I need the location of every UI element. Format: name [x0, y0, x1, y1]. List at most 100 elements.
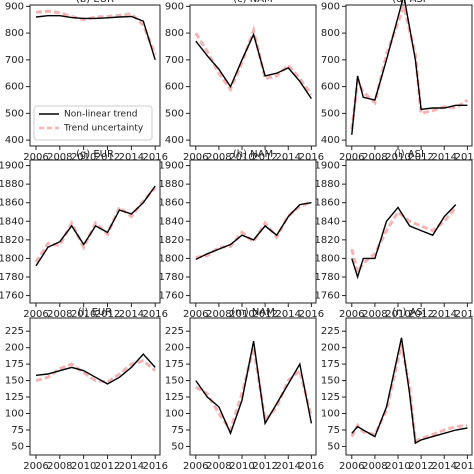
trend-line [351, 337, 468, 445]
x-tick-label: 2016 [299, 309, 324, 320]
x-tick-label: 2016 [455, 309, 474, 320]
x-tick-label: 2006 [339, 461, 364, 472]
x-tick-label: 2012 [252, 152, 277, 163]
panel-title: (c) NAM [233, 0, 272, 5]
y-tick-label: 500 [165, 108, 184, 119]
y-tick-label: 1900 [0, 161, 24, 172]
x-tick-label: 2014 [276, 461, 301, 472]
y-tick-label: 900 [5, 1, 24, 12]
legend-box [33, 105, 153, 141]
x-tick-label: 2010 [229, 461, 254, 472]
y-tick-label: 800 [165, 28, 184, 39]
x-tick-label: 2006 [183, 461, 208, 472]
x-tick-label: 2006 [23, 309, 48, 320]
y-tick-label: 125 [5, 392, 24, 403]
trend-line [195, 32, 312, 99]
legend-label: Non-linear trend [64, 110, 138, 120]
y-tick-label: 75 [171, 425, 184, 436]
y-tick-label: 125 [321, 392, 340, 403]
panel-title: (h) NAM [233, 149, 273, 160]
y-tick-label: 150 [321, 376, 340, 387]
y-tick-label: 100 [165, 409, 184, 420]
x-tick-label: 2006 [339, 309, 364, 320]
panel-title: (g) EUR [76, 149, 114, 160]
x-tick-label: 2016 [299, 152, 324, 163]
x-tick-label: 2010 [385, 461, 410, 472]
panel-title: (i) ASI [394, 149, 424, 160]
panel-title: (b) EUR [76, 0, 114, 5]
y-tick-label: 1760 [0, 291, 24, 302]
x-tick-label: 2006 [23, 461, 48, 472]
x-tick-label: 2010 [229, 152, 254, 163]
x-tick-label: 2006 [339, 152, 364, 163]
y-tick-label: 200 [165, 343, 184, 354]
legend-label: Trend uncertainty [63, 124, 144, 134]
plot-frame [29, 317, 161, 456]
x-tick-label: 2014 [276, 309, 301, 320]
trend-line [351, 0, 468, 135]
trend-line [350, 343, 468, 444]
x-tick-label: 2016 [143, 152, 168, 163]
trend-line [35, 353, 156, 385]
y-tick-label: 500 [321, 108, 340, 119]
y-tick-label: 400 [165, 135, 184, 146]
x-tick-label: 2014 [432, 309, 457, 320]
trend-line [194, 25, 313, 96]
y-tick-label: 50 [11, 441, 24, 452]
x-tick-label: 2012 [408, 309, 433, 320]
plot-frame [29, 4, 161, 147]
plot-frame [345, 159, 473, 304]
x-tick-label: 2014 [432, 152, 457, 163]
x-tick-label: 2012 [252, 309, 277, 320]
trend-line [35, 359, 157, 384]
y-tick-label: 1820 [159, 235, 184, 246]
x-tick-label: 2010 [71, 461, 96, 472]
y-tick-label: 200 [321, 343, 340, 354]
y-tick-label: 1880 [0, 179, 24, 190]
x-tick-label: 2014 [276, 152, 301, 163]
y-tick-label: 1780 [159, 272, 184, 283]
y-tick-label: 1800 [0, 253, 24, 264]
y-tick-label: 1820 [315, 235, 340, 246]
y-tick-label: 1800 [159, 253, 184, 264]
x-tick-label: 2008 [206, 461, 231, 472]
y-tick-label: 175 [165, 359, 184, 370]
y-tick-label: 400 [321, 135, 340, 146]
y-tick-label: 700 [5, 55, 24, 66]
y-tick-label: 225 [321, 326, 340, 337]
panel-title: (m) NAM [231, 307, 275, 318]
x-tick-label: 2012 [95, 309, 120, 320]
panel-title: (n) ASI [392, 307, 425, 318]
x-tick-label: 2016 [143, 309, 168, 320]
x-tick-label: 2010 [385, 152, 410, 163]
y-tick-label: 1900 [315, 161, 340, 172]
y-tick-label: 900 [165, 1, 184, 12]
y-tick-label: 1860 [159, 198, 184, 209]
y-tick-label: 1860 [0, 198, 24, 209]
y-tick-label: 1900 [159, 161, 184, 172]
x-tick-label: 2008 [47, 461, 72, 472]
trend-line [195, 340, 313, 436]
x-tick-label: 2012 [95, 152, 120, 163]
y-tick-label: 1840 [0, 216, 24, 227]
y-tick-label: 50 [327, 441, 340, 452]
y-tick-label: 125 [165, 392, 184, 403]
x-tick-label: 2012 [95, 461, 120, 472]
panel-title: (l) EUR [78, 307, 112, 318]
x-tick-label: 2008 [47, 309, 72, 320]
x-tick-label: 2006 [183, 309, 208, 320]
y-tick-label: 75 [327, 425, 340, 436]
x-tick-label: 2008 [206, 309, 231, 320]
y-tick-label: 1880 [315, 179, 340, 190]
x-tick-label: 2008 [362, 461, 387, 472]
y-tick-label: 700 [165, 55, 184, 66]
x-tick-label: 2012 [408, 461, 433, 472]
y-tick-label: 600 [165, 82, 184, 93]
trend-line [195, 202, 312, 261]
x-tick-label: 2012 [252, 461, 277, 472]
y-tick-label: 100 [321, 409, 340, 420]
y-tick-label: 500 [5, 108, 24, 119]
y-tick-label: 1780 [0, 272, 24, 283]
x-tick-label: 2016 [455, 152, 474, 163]
